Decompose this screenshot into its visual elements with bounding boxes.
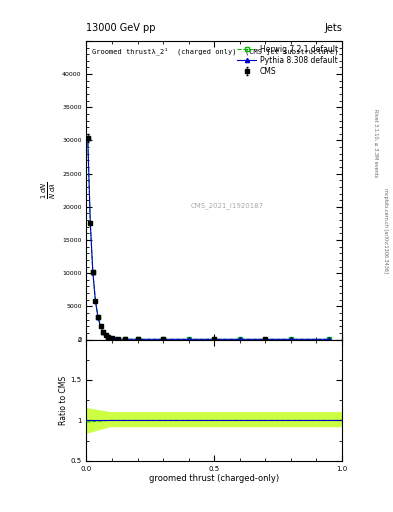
Pythia 8.308 default — [123, 336, 127, 343]
Pythia 8.308 default — [186, 336, 191, 343]
Pythia 8.308 default — [85, 135, 90, 141]
Pythia 8.308 default — [90, 269, 95, 275]
Herwig 7.2.1 default — [186, 336, 191, 343]
Pythia 8.308 default — [117, 336, 122, 342]
Herwig 7.2.1 default — [85, 135, 90, 141]
Herwig 7.2.1 default — [106, 334, 110, 340]
Herwig 7.2.1 default — [161, 336, 165, 343]
Pythia 8.308 default — [237, 336, 242, 343]
Herwig 7.2.1 default — [237, 336, 242, 343]
Herwig 7.2.1 default — [123, 336, 127, 343]
Pythia 8.308 default — [93, 297, 98, 304]
Pythia 8.308 default — [112, 336, 117, 342]
Text: mcplots.cern.ch [arXiv:1306.3436]: mcplots.cern.ch [arXiv:1306.3436] — [383, 188, 387, 273]
Pythia 8.308 default — [108, 335, 113, 341]
Y-axis label: $\frac{1}{N}\frac{dN}{d\lambda}$: $\frac{1}{N}\frac{dN}{d\lambda}$ — [40, 181, 58, 199]
Pythia 8.308 default — [135, 336, 140, 343]
Herwig 7.2.1 default — [112, 336, 117, 342]
Pythia 8.308 default — [174, 336, 178, 343]
Herwig 7.2.1 default — [117, 336, 122, 342]
Herwig 7.2.1 default — [263, 336, 268, 343]
Pythia 8.308 default — [161, 336, 165, 343]
Text: CMS_2021_I1920187: CMS_2021_I1920187 — [190, 202, 264, 208]
Pythia 8.308 default — [106, 334, 110, 340]
Herwig 7.2.1 default — [212, 336, 217, 343]
Pythia 8.308 default — [314, 336, 319, 343]
Herwig 7.2.1 default — [327, 336, 332, 343]
Pythia 8.308 default — [101, 329, 105, 335]
Herwig 7.2.1 default — [88, 220, 93, 226]
Pythia 8.308 default — [263, 336, 268, 343]
X-axis label: groomed thrust (charged-only): groomed thrust (charged-only) — [149, 475, 279, 483]
Herwig 7.2.1 default — [129, 336, 134, 343]
Text: Jets: Jets — [324, 23, 342, 33]
Herwig 7.2.1 default — [90, 269, 95, 275]
Pythia 8.308 default — [98, 324, 103, 330]
Text: Groomed thrustλ_2¹  (charged only)  (CMS jet substructure): Groomed thrustλ_2¹ (charged only) (CMS j… — [92, 47, 338, 55]
Pythia 8.308 default — [95, 314, 100, 320]
Herwig 7.2.1 default — [314, 336, 319, 343]
Pythia 8.308 default — [103, 332, 108, 338]
Herwig 7.2.1 default — [288, 336, 293, 343]
Herwig 7.2.1 default — [148, 336, 152, 343]
Pythia 8.308 default — [212, 336, 217, 343]
Pythia 8.308 default — [129, 336, 134, 343]
Pythia 8.308 default — [88, 220, 93, 226]
Herwig 7.2.1 default — [101, 329, 105, 335]
Herwig 7.2.1 default — [95, 314, 100, 320]
Line: Pythia 8.308 default: Pythia 8.308 default — [86, 136, 331, 342]
Herwig 7.2.1 default — [103, 332, 108, 338]
Herwig 7.2.1 default — [174, 336, 178, 343]
Text: 13000 GeV pp: 13000 GeV pp — [86, 23, 156, 33]
Herwig 7.2.1 default — [108, 335, 113, 341]
Pythia 8.308 default — [288, 336, 293, 343]
Y-axis label: Ratio to CMS: Ratio to CMS — [59, 376, 68, 425]
Legend: Herwig 7.2.1 default, Pythia 8.308 default, CMS: Herwig 7.2.1 default, Pythia 8.308 defau… — [235, 43, 340, 77]
Herwig 7.2.1 default — [98, 324, 103, 330]
Pythia 8.308 default — [148, 336, 152, 343]
Herwig 7.2.1 default — [93, 297, 98, 304]
Line: Herwig 7.2.1 default: Herwig 7.2.1 default — [86, 136, 331, 342]
Pythia 8.308 default — [327, 336, 332, 343]
Herwig 7.2.1 default — [135, 336, 140, 343]
Text: Rivet 3.1.10, ≥ 3.3M events: Rivet 3.1.10, ≥ 3.3M events — [373, 109, 378, 178]
